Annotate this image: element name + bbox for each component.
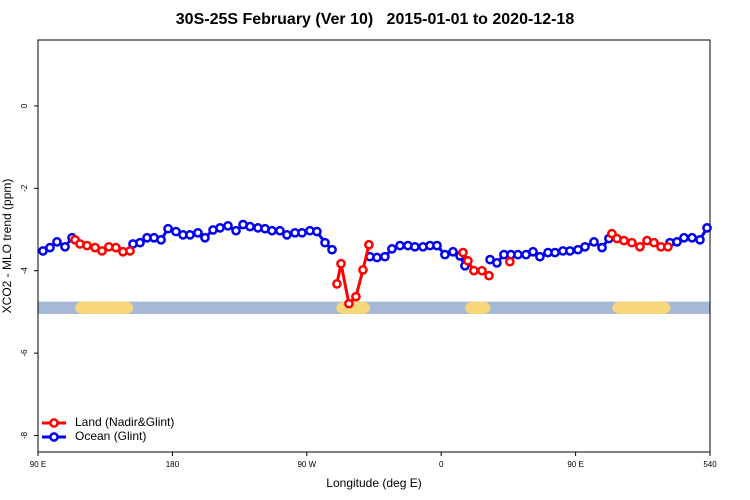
series-point	[358, 265, 368, 275]
legend-label: Land (Nadir&Glint)	[75, 415, 174, 429]
series-point	[550, 247, 560, 258]
x-tick-label: 540	[703, 460, 717, 469]
series-point	[351, 291, 361, 302]
x-tick-label: 0	[439, 460, 444, 469]
series-point	[513, 249, 523, 260]
y-axis-label: XCO2 - MLO trend (ppm)	[0, 179, 14, 314]
series-point	[627, 237, 637, 248]
series-point	[200, 232, 210, 243]
land-patch	[75, 301, 134, 314]
series-point	[245, 221, 255, 232]
series-point	[635, 241, 645, 252]
series-point	[387, 244, 397, 254]
series-point	[320, 237, 330, 248]
x-axis-label: Longitude (deg E)	[326, 476, 421, 490]
y-tick-label: -6	[20, 349, 29, 357]
series-point	[223, 220, 233, 231]
series-point	[505, 256, 515, 267]
series-point	[163, 223, 173, 234]
ocean-band	[38, 301, 710, 314]
series-point	[589, 237, 599, 247]
series-point	[82, 240, 92, 251]
series-point	[336, 258, 346, 269]
series-point	[135, 237, 145, 248]
y-tick-label: 0	[20, 103, 29, 108]
series-point	[663, 241, 673, 252]
x-tick-label: 90 E	[567, 460, 583, 469]
series-point	[297, 227, 307, 238]
series-point	[60, 241, 70, 252]
series-point	[672, 237, 682, 247]
x-tick-label: 90 E	[30, 460, 46, 469]
series-point	[327, 244, 337, 255]
land-patch	[465, 301, 491, 314]
series-point	[312, 226, 322, 237]
legend-marker	[49, 432, 59, 442]
series-point	[282, 230, 292, 240]
series-point	[231, 225, 241, 236]
plot-frame	[37, 39, 711, 453]
series-point	[380, 251, 390, 262]
chart-title: 30S-25S February (Ver 10) 2015-01-01 to …	[176, 11, 575, 28]
series-point	[597, 242, 607, 253]
series-point	[395, 240, 405, 251]
series-point	[156, 234, 166, 245]
series-point	[185, 230, 195, 240]
series-point	[332, 279, 342, 289]
series-point	[695, 234, 705, 245]
y-tick-label: -8	[20, 431, 29, 439]
series-point	[97, 246, 107, 256]
x-tick-label: 180	[166, 460, 180, 469]
y-tick-label: -2	[20, 184, 29, 192]
legend-marker	[49, 418, 59, 428]
series-point	[492, 258, 502, 268]
series-point	[469, 265, 479, 276]
series-point	[344, 298, 354, 309]
series-point	[687, 232, 697, 243]
series-point	[45, 242, 55, 253]
legend-label: Ocean (Glint)	[75, 429, 146, 443]
series-point	[440, 249, 450, 260]
series-point	[111, 242, 121, 253]
series-point	[535, 251, 545, 262]
series-point	[52, 237, 62, 247]
series-point	[528, 246, 538, 257]
x-tick-label: 90 W	[297, 460, 316, 469]
series-point	[477, 265, 487, 276]
series-point	[275, 225, 285, 236]
series-point	[565, 246, 575, 256]
series-point	[619, 235, 629, 246]
series-point	[372, 252, 382, 263]
series-point	[649, 237, 659, 248]
series-point	[267, 225, 277, 236]
series-point	[193, 227, 203, 238]
series-point	[410, 241, 420, 252]
series-point	[364, 239, 374, 250]
land-patch	[612, 301, 671, 314]
series-point	[702, 223, 712, 233]
series-point	[448, 246, 458, 257]
series-point	[484, 270, 494, 281]
series-point	[463, 255, 473, 266]
series-point	[215, 223, 225, 233]
series-point	[679, 232, 689, 243]
series-point	[458, 247, 468, 258]
series-point	[580, 241, 590, 252]
series-point	[125, 246, 135, 256]
y-tick-label: -4	[20, 267, 29, 275]
series-point	[432, 240, 442, 251]
